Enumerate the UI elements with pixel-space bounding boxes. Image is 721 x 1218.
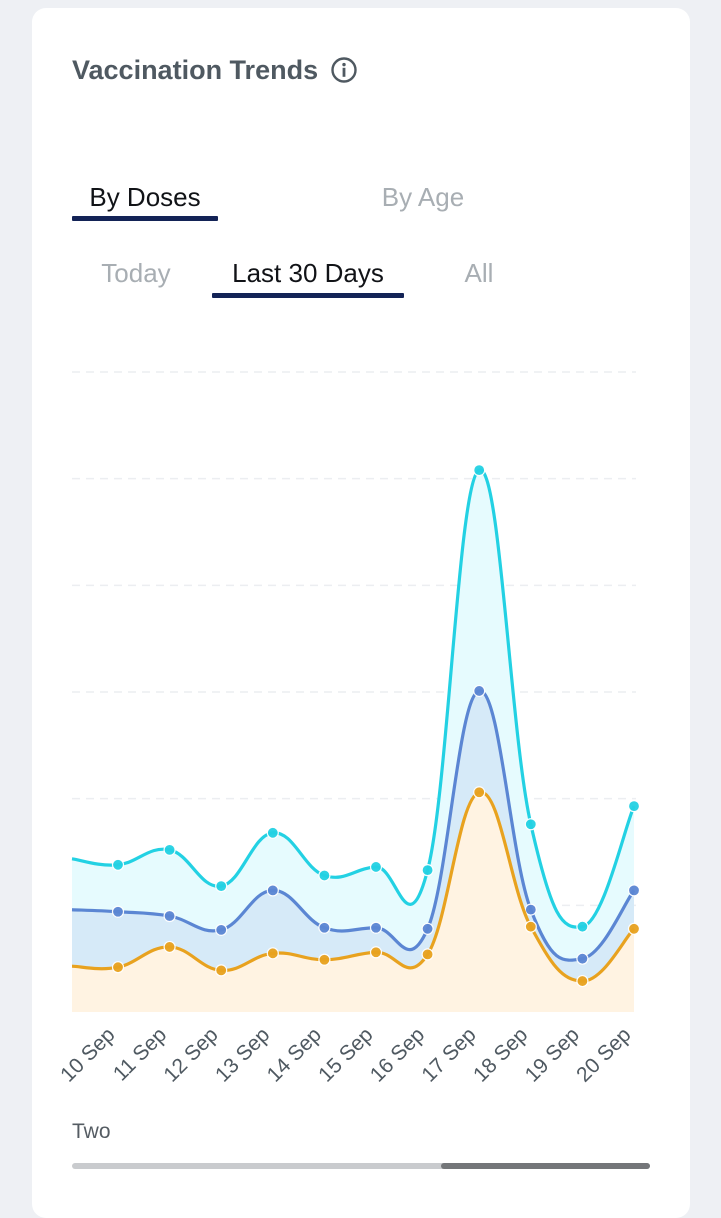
data-point-dose_two <box>215 923 228 936</box>
data-point-dose_two <box>576 952 589 965</box>
data-point-total <box>576 920 589 933</box>
x-tick-label: 11 Sep <box>109 1023 171 1085</box>
data-point-dose_one <box>163 940 176 954</box>
info-circle-icon[interactable] <box>330 56 358 84</box>
data-point-total <box>524 818 537 831</box>
data-point-total <box>369 860 383 874</box>
chart-scrollbar-track[interactable] <box>72 1163 650 1169</box>
card-title: Vaccination Trends <box>72 54 319 85</box>
x-tick-label: 15 Sep <box>314 1023 377 1086</box>
data-point-total <box>111 858 125 871</box>
data-point-dose_one <box>576 974 589 988</box>
series-line-total <box>71 468 636 929</box>
data-point-dose_one <box>473 786 486 799</box>
data-point-dose_two <box>524 903 537 916</box>
data-point-dose_two <box>163 909 176 923</box>
data-point-dose_two <box>369 921 383 934</box>
legend-label-two: Two <box>72 1120 111 1143</box>
data-point-dose_one <box>318 953 331 966</box>
x-tick-label: 18 Sep <box>469 1023 532 1086</box>
data-point-dose_one <box>266 947 279 960</box>
data-point-total <box>318 869 331 882</box>
tab-today[interactable]: Today <box>101 258 171 288</box>
data-point-total <box>215 880 228 893</box>
data-point-dose_two <box>421 922 434 935</box>
tab-by-doses[interactable]: By Doses <box>89 182 201 212</box>
area-fill-dose_one <box>72 792 634 1012</box>
tab-by-doses-underline <box>72 216 218 221</box>
x-tick-label: 19 Sep <box>521 1023 584 1086</box>
data-point-total <box>421 864 434 877</box>
x-tick-label: 12 Sep <box>159 1023 222 1086</box>
data-point-total <box>163 843 176 856</box>
vaccination-trends-card <box>32 8 690 1218</box>
card-header: Vaccination Trends <box>72 50 358 90</box>
data-point-dose_one <box>524 920 537 933</box>
data-point-total <box>627 800 641 813</box>
data-point-total <box>473 464 486 477</box>
chart-scrollbar-thumb[interactable] <box>441 1163 650 1169</box>
vaccination-area-chart: 10 Sep 11 Sep 12 Sep 13 Sep 14 Sep 15 Sep 16 S… <box>56 371 641 1087</box>
data-point-dose_two <box>627 884 641 897</box>
data-point-dose_one <box>369 946 383 959</box>
tab-all[interactable]: All <box>464 258 494 288</box>
x-tick-label: 16 Sep <box>366 1023 429 1086</box>
data-point-dose_two <box>266 884 279 897</box>
tab-by-age[interactable]: By Age <box>381 182 465 212</box>
x-tick-label: 14 Sep <box>263 1023 326 1086</box>
tab-last-30-days-underline <box>212 293 404 298</box>
data-point-dose_one <box>111 961 125 974</box>
x-tick-label: 10 Sep <box>56 1023 119 1086</box>
x-tick-label: 13 Sep <box>211 1023 274 1086</box>
data-point-dose_one <box>421 948 434 961</box>
x-tick-label: 20 Sep <box>572 1023 635 1086</box>
data-point-total <box>266 826 279 839</box>
data-point-dose_one <box>627 922 641 935</box>
x-tick-label: 17 Sep <box>417 1023 480 1086</box>
data-point-dose_two <box>318 921 331 934</box>
tab-last-30-days[interactable]: Last 30 Days <box>232 258 384 288</box>
data-point-dose_two <box>473 684 486 698</box>
data-point-dose_one <box>215 964 228 977</box>
data-point-dose_two <box>111 905 125 918</box>
